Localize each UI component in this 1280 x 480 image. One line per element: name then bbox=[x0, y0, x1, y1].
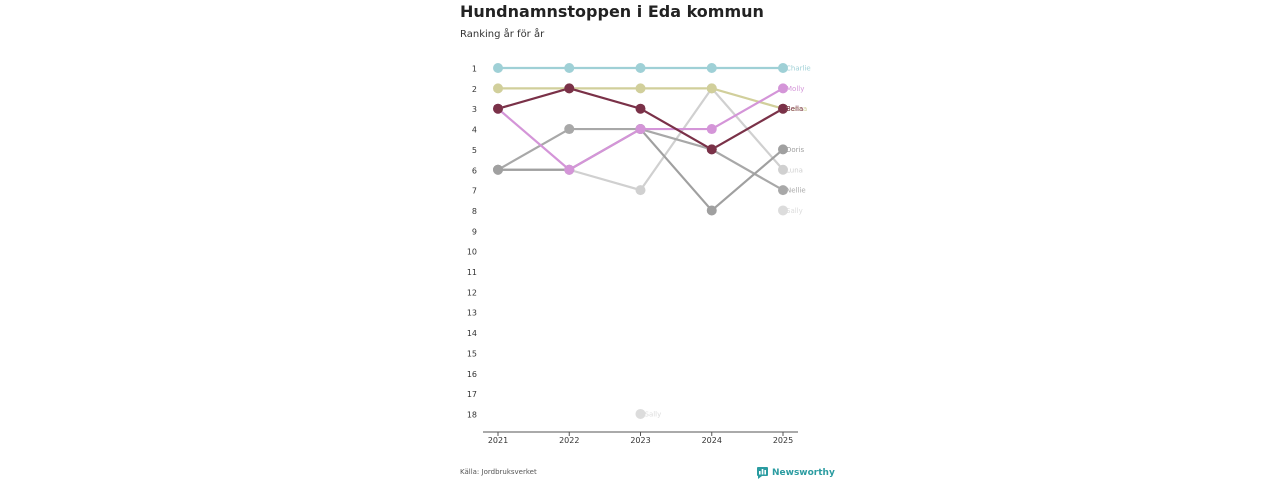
chart-subtitle: Ranking år för år bbox=[460, 29, 545, 40]
x-tick-label: 2021 bbox=[488, 436, 508, 445]
y-tick-label: 7 bbox=[472, 187, 477, 196]
data-point-charlie bbox=[778, 63, 788, 73]
data-point-charlie bbox=[564, 63, 575, 73]
data-point-charlie bbox=[635, 63, 646, 73]
x-tick-label: 2024 bbox=[702, 436, 722, 445]
data-point-doris bbox=[493, 164, 503, 175]
newsworthy-logo-icon bbox=[757, 467, 768, 479]
data-point-nellie bbox=[778, 185, 788, 196]
y-tick-label: 16 bbox=[467, 370, 477, 379]
data-point-sally bbox=[635, 408, 646, 419]
series-end-label-sansa: Sansa bbox=[786, 105, 807, 113]
data-point-charlie bbox=[706, 63, 717, 73]
series-line-luna bbox=[498, 87, 784, 192]
y-tick-label: 3 bbox=[472, 105, 477, 114]
y-tick-label: 8 bbox=[472, 207, 477, 216]
y-tick-label: 2 bbox=[472, 85, 477, 94]
y-tick-label: 13 bbox=[467, 309, 477, 318]
y-tick-label: 12 bbox=[467, 288, 477, 297]
series-end-label-doris: Doris bbox=[786, 146, 804, 154]
brand-name: Newsworthy bbox=[772, 468, 835, 478]
data-point-bella bbox=[564, 83, 575, 94]
data-point-bella bbox=[493, 103, 503, 114]
data-point-doris bbox=[778, 144, 788, 155]
series-line-nellie bbox=[497, 127, 784, 192]
point-label: Sally bbox=[645, 410, 662, 418]
data-point-molly bbox=[564, 164, 575, 175]
series-end-label-charlie: Charlie bbox=[786, 65, 811, 73]
y-tick-label: 11 bbox=[467, 268, 477, 277]
source-note: Källa: Jordbruksverket bbox=[460, 468, 537, 476]
data-point-sansa bbox=[635, 83, 646, 94]
brand-logo: Newsworthy bbox=[757, 467, 835, 479]
data-point-sally bbox=[778, 205, 788, 216]
data-point-sansa bbox=[706, 83, 717, 94]
series-end-label-molly: Molly bbox=[786, 85, 804, 93]
y-tick-label: 14 bbox=[467, 329, 477, 338]
y-tick-label: 5 bbox=[472, 146, 477, 155]
x-tick-label: 2023 bbox=[630, 436, 650, 445]
y-tick-label: 10 bbox=[467, 248, 477, 257]
y-tick-label: 1 bbox=[472, 65, 477, 74]
y-tick-label: 9 bbox=[472, 227, 477, 236]
series-end-label-sally: Sally bbox=[786, 207, 803, 215]
y-tick-label: 15 bbox=[467, 349, 477, 358]
y-tick-label: 6 bbox=[472, 166, 477, 175]
data-point-bella bbox=[706, 144, 717, 155]
data-point-bella bbox=[778, 103, 788, 114]
y-tick-label: 18 bbox=[467, 410, 477, 419]
data-point-charlie bbox=[493, 63, 503, 73]
x-tick-label: 2025 bbox=[773, 436, 793, 445]
data-point-sansa bbox=[493, 83, 503, 94]
series-end-label-nellie: Nellie bbox=[786, 187, 806, 195]
data-point-luna bbox=[778, 164, 788, 175]
x-tick-label: 2022 bbox=[559, 436, 579, 445]
chart-title: Hundnamnstoppen i Eda kommun bbox=[460, 2, 764, 21]
data-point-molly bbox=[706, 124, 717, 135]
series-end-label-luna: Luna bbox=[786, 166, 803, 174]
data-point-molly bbox=[778, 83, 788, 94]
data-point-doris bbox=[706, 205, 717, 216]
data-point-luna bbox=[635, 185, 646, 196]
data-point-bella bbox=[635, 103, 646, 114]
series-line-doris bbox=[498, 127, 784, 212]
series-end-label-bella: Bella bbox=[786, 105, 803, 113]
data-point-molly bbox=[635, 124, 646, 135]
y-tick-label: 17 bbox=[467, 390, 477, 399]
y-tick-label: 4 bbox=[472, 126, 477, 135]
data-point-nellie bbox=[564, 124, 575, 135]
